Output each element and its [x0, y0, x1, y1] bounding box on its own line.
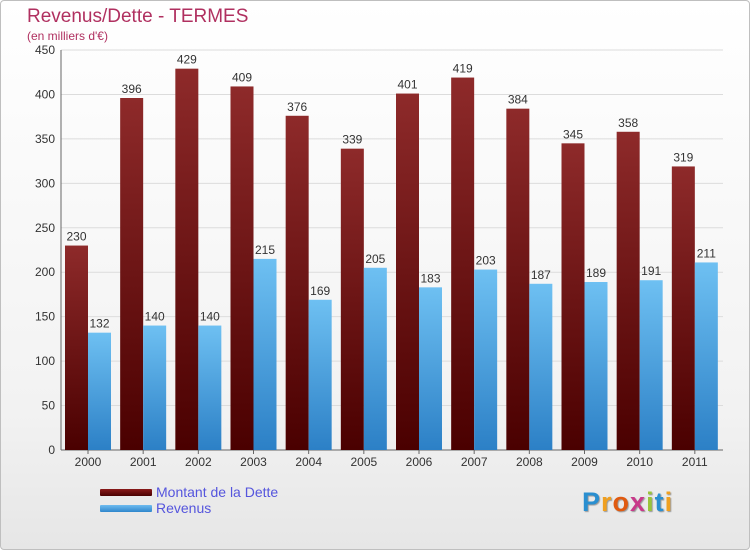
- x-tick-label: 2003: [240, 455, 267, 469]
- bar-revenue: [529, 283, 553, 450]
- bar-debt: [340, 148, 364, 450]
- data-label-debt: 345: [563, 127, 583, 141]
- x-tick-label: 2010: [626, 455, 653, 469]
- bar-debt: [561, 143, 585, 451]
- data-label-revenue: 140: [200, 310, 220, 324]
- data-label-revenue: 203: [476, 254, 496, 268]
- x-tick-label: 2001: [130, 455, 157, 469]
- bar-revenue: [584, 282, 608, 450]
- y-tick-label: 150: [35, 310, 55, 324]
- x-tick-label: 2008: [516, 455, 543, 469]
- data-label-revenue: 140: [145, 310, 165, 324]
- bar-revenue: [419, 287, 442, 450]
- legend-swatch-debt: [100, 489, 152, 496]
- legend-label-debt: Montant de la Dette: [156, 484, 279, 500]
- data-label-debt: 358: [618, 116, 638, 130]
- legend-label-revenue: Revenus: [156, 500, 212, 516]
- bar-revenue: [143, 325, 167, 450]
- x-tick-label: 2005: [350, 455, 377, 469]
- data-label-debt: 339: [342, 133, 362, 147]
- y-tick-label: 0: [48, 443, 55, 457]
- bar-revenue: [694, 262, 718, 450]
- data-label-debt: 230: [66, 230, 86, 244]
- y-tick-label: 350: [35, 132, 55, 146]
- data-label-revenue: 205: [365, 252, 385, 266]
- logo-letter: P: [582, 487, 602, 517]
- y-tick-label: 400: [35, 87, 55, 101]
- bar-debt: [671, 166, 695, 450]
- bar-revenue: [88, 332, 111, 450]
- data-label-debt: 396: [122, 82, 142, 96]
- data-label-revenue: 183: [420, 271, 440, 285]
- bar-revenue: [474, 269, 498, 450]
- legend-swatch-revenue: [100, 505, 152, 512]
- x-tick-label: 2006: [406, 455, 433, 469]
- data-label-debt: 319: [673, 150, 693, 164]
- bar-debt: [506, 108, 530, 451]
- data-label-debt: 409: [232, 70, 252, 84]
- chart-subtitle: (en milliers d'€): [27, 29, 108, 43]
- data-label-debt: 429: [177, 53, 197, 67]
- y-tick-label: 200: [35, 265, 55, 279]
- y-tick-label: 300: [35, 176, 55, 190]
- bar-debt: [285, 115, 309, 451]
- bar-debt: [65, 245, 88, 450]
- x-tick-label: 2002: [185, 455, 212, 469]
- bar-debt: [230, 86, 254, 450]
- proxiti-logo: Proxiti: [582, 487, 673, 518]
- data-label-debt: 401: [397, 78, 417, 92]
- data-label-debt: 419: [453, 62, 473, 76]
- data-label-revenue: 187: [531, 268, 551, 282]
- logo-letter: r: [601, 487, 613, 517]
- logo-letter: t: [654, 487, 665, 517]
- x-tick-label: 2004: [295, 455, 322, 469]
- logo-letter: i: [646, 487, 655, 517]
- data-label-revenue: 215: [255, 243, 275, 257]
- data-label-revenue: 189: [586, 266, 606, 280]
- x-tick-label: 2007: [461, 455, 488, 469]
- chart-title: Revenus/Dette - TERMES: [27, 6, 249, 27]
- logo-letter: x: [630, 487, 647, 517]
- y-tick-label: 250: [35, 221, 55, 235]
- data-label-debt: 376: [287, 100, 307, 114]
- logo-letter: o: [612, 487, 631, 517]
- bar-revenue: [198, 325, 222, 450]
- data-label-revenue: 191: [641, 264, 661, 278]
- bar-debt: [396, 93, 419, 451]
- bar-revenue: [308, 299, 332, 450]
- x-tick-label: 2011: [682, 455, 708, 469]
- bar-revenue: [253, 258, 277, 450]
- y-tick-label: 450: [35, 43, 55, 57]
- bar-debt: [120, 98, 144, 450]
- x-tick-label: 2000: [75, 455, 102, 469]
- data-label-revenue: 169: [310, 284, 330, 298]
- bar-revenue: [639, 280, 663, 450]
- bar-debt: [616, 131, 640, 450]
- x-tick-label: 2009: [571, 455, 598, 469]
- y-tick-label: 50: [42, 399, 56, 413]
- bar-debt: [451, 77, 475, 451]
- data-label-debt: 384: [508, 93, 528, 107]
- bar-revenue: [363, 267, 387, 450]
- bar-debt: [175, 68, 199, 451]
- data-label-revenue: 211: [697, 246, 716, 260]
- y-tick-label: 100: [35, 354, 55, 368]
- data-label-revenue: 132: [89, 317, 109, 331]
- logo-letter: i: [664, 487, 674, 517]
